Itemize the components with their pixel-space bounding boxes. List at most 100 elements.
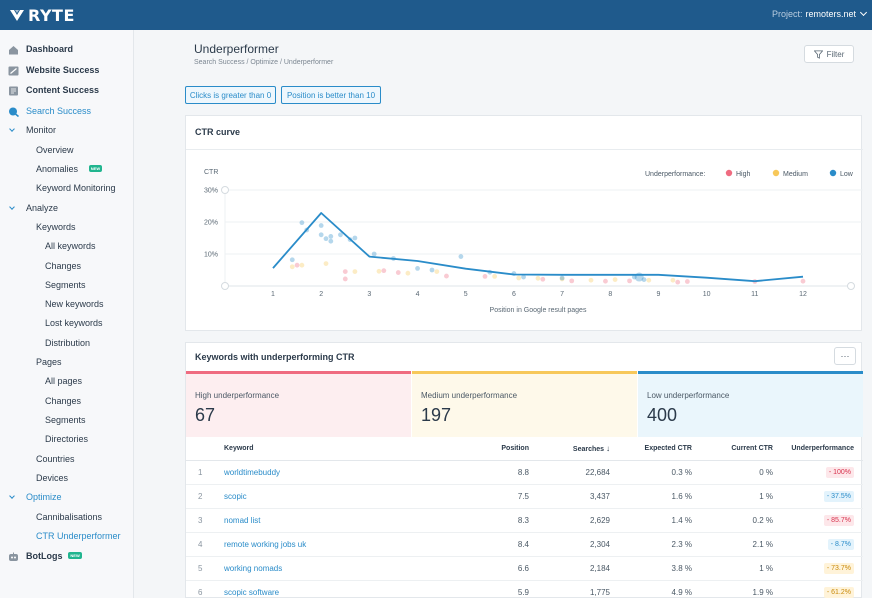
- sidebar-item-label: Distribution: [45, 338, 91, 348]
- sidebar-item-devices[interactable]: Devices: [0, 472, 133, 486]
- y-tick-label: 30%: [204, 188, 218, 195]
- scatter-point-low: [328, 238, 334, 244]
- sidebar-item-segments[interactable]: Segments: [0, 414, 133, 428]
- keyword-link[interactable]: scopic: [224, 491, 247, 501]
- scatter-point-low: [631, 274, 637, 280]
- keyword-link[interactable]: working nomads: [224, 563, 283, 573]
- sidebar-item-anomalies[interactable]: Anomalies NEW: [0, 163, 133, 177]
- keyword-link[interactable]: nomad list: [224, 515, 261, 525]
- column-header-index: [186, 438, 222, 461]
- legend-label: High: [736, 171, 751, 178]
- table-row[interactable]: 2 scopic 7.5 3,437 1.6 % 1 % - 37.5%: [186, 484, 863, 509]
- sidebar-item-keyword-monitoring[interactable]: Keyword Monitoring: [0, 182, 133, 196]
- current-ctr-cell: 0.2 %: [692, 508, 773, 533]
- table-row[interactable]: 4 remote working jobs uk 8.4 2,304 2.3 % 2.1 …: [186, 532, 863, 557]
- keyword-cell: nomad list: [222, 508, 472, 533]
- sidebar-item-monitor[interactable]: Monitor: [0, 124, 133, 138]
- x-tick-label: 4: [416, 291, 420, 298]
- sidebar-item-website-success[interactable]: Website Success: [0, 64, 133, 78]
- sidebar-item-dashboard[interactable]: Dashboard: [0, 43, 133, 57]
- range-handle: [221, 282, 229, 290]
- underperformance-cell: - 85.7%: [773, 508, 863, 533]
- sidebar-item-label: Changes: [45, 261, 82, 271]
- project-selector[interactable]: Project: remoters.net: [772, 8, 868, 19]
- row-index: 2: [186, 484, 222, 509]
- sidebar-item-lost-keywords[interactable]: Lost keywords: [0, 317, 133, 331]
- sidebar-item-analyze[interactable]: Analyze: [0, 202, 133, 216]
- keyword-cell: scopic software: [222, 580, 472, 598]
- scatter-point-high: [540, 276, 546, 282]
- column-header-keyword[interactable]: Keyword: [222, 438, 472, 461]
- card-title: Keywords with underperforming CTR: [195, 352, 355, 362]
- filter-chip-position[interactable]: Position is better than 10: [281, 86, 381, 104]
- keyword-link[interactable]: remote working jobs uk: [224, 539, 307, 549]
- sidebar-item-directories[interactable]: Directories: [0, 433, 133, 447]
- expected-ctr-cell: 2.3 %: [610, 532, 692, 557]
- sidebar-item-new-keywords[interactable]: New keywords: [0, 298, 133, 312]
- scatter-point-low: [371, 251, 377, 257]
- new-badge: NEW: [88, 165, 103, 172]
- sidebar-item-keywords[interactable]: Keywords: [0, 221, 133, 235]
- legend-marker-high: [725, 169, 733, 177]
- keyword-link[interactable]: worldtimebuddy: [224, 467, 281, 477]
- scatter-point-low: [318, 232, 324, 238]
- sidebar-item-overview[interactable]: Overview: [0, 144, 133, 158]
- summary-medium[interactable]: Medium underperformance 197: [412, 371, 637, 437]
- x-tick-label: 9: [657, 291, 661, 298]
- sidebar-item-all-keywords[interactable]: All keywords: [0, 240, 133, 254]
- sidebar-item-optimize[interactable]: Optimize: [0, 491, 133, 505]
- column-header-position[interactable]: Position: [472, 438, 529, 461]
- sidebar-item-countries[interactable]: Countries: [0, 453, 133, 467]
- keyword-link[interactable]: scopic software: [224, 587, 280, 597]
- current-ctr-cell: 1.9 %: [692, 580, 773, 598]
- summary-bar: [412, 371, 637, 374]
- sidebar-item-label: Optimize: [26, 492, 62, 502]
- sidebar-item-label: Countries: [36, 454, 75, 464]
- column-header-underperformance[interactable]: Underperformance: [773, 438, 863, 461]
- range-handle: [221, 186, 229, 194]
- sidebar-item-distribution[interactable]: Distribution: [0, 337, 133, 351]
- scatter-point-high: [342, 269, 348, 274]
- scatter-point-high: [444, 273, 449, 279]
- column-header-searches[interactable]: Searches ↓: [529, 438, 610, 461]
- expected-ctr-cell: 1.4 %: [610, 508, 692, 533]
- sidebar-item-label: Lost keywords: [45, 318, 103, 328]
- legend-marker-low: [829, 169, 837, 177]
- table-row[interactable]: 5 working nomads 6.6 2,184 3.8 % 1 % - 73.7%: [186, 556, 863, 581]
- filter-icon: [813, 49, 823, 59]
- filter-chip-clicks[interactable]: Clicks is greater than 0: [185, 86, 276, 104]
- sidebar-item-cannibalisations[interactable]: Cannibalisations: [0, 511, 133, 525]
- sidebar-item-label: Cannibalisations: [36, 512, 103, 522]
- summary-bar: [186, 371, 411, 374]
- sidebar: Dashboard Website Success Content Success S…: [0, 30, 134, 598]
- sidebar-item-content-success[interactable]: Content Success: [0, 84, 133, 98]
- more-options-button[interactable]: ···: [834, 347, 856, 365]
- sidebar-item-all-pages[interactable]: All pages: [0, 375, 133, 389]
- sidebar-item-changes[interactable]: Changes: [0, 260, 133, 274]
- summary-label: High underperformance: [195, 391, 280, 400]
- table-row[interactable]: 3 nomad list 8.3 2,629 1.4 % 0.2 % - 85.7%: [186, 508, 863, 533]
- summary-low[interactable]: Low underperformance 400: [638, 371, 863, 437]
- table-row[interactable]: 1 worldtimebuddy 8.8 22,684 0.3 % 0 % - 100%: [186, 460, 863, 485]
- row-index: 1: [186, 460, 222, 485]
- position-cell: 8.8: [472, 460, 529, 485]
- ryte-logo[interactable]: RYTE: [9, 6, 75, 25]
- filter-button[interactable]: Filter: [804, 45, 854, 63]
- sidebar-item-ctr-underperformer[interactable]: CTR Underperformer: [0, 530, 133, 544]
- scatter-point-low: [289, 257, 295, 263]
- table-row[interactable]: 6 scopic software 5.9 1,775 4.9 % 1.9 % - 61.2…: [186, 580, 863, 598]
- underperformance-badge: - 37.5%: [823, 490, 854, 502]
- searches-cell: 2,304: [529, 532, 610, 557]
- sidebar-item-pages[interactable]: Pages: [0, 356, 133, 370]
- page-title: Underperformer: [194, 42, 279, 56]
- summary-label: Low underperformance: [647, 391, 730, 400]
- underperformance-cell: - 37.5%: [773, 484, 863, 509]
- sidebar-item-segments[interactable]: Segments: [0, 279, 133, 293]
- chevron-down-icon: [9, 204, 15, 210]
- sidebar-item-search-success[interactable]: Search Success: [0, 105, 133, 119]
- sidebar-item-botlogs[interactable]: BotLogs NEW: [0, 550, 133, 564]
- column-header-current-ctr[interactable]: Current CTR: [692, 438, 773, 461]
- summary-high[interactable]: High underperformance 67: [186, 371, 411, 437]
- sidebar-item-changes[interactable]: Changes: [0, 395, 133, 409]
- column-header-expected-ctr[interactable]: Expected CTR: [610, 438, 692, 461]
